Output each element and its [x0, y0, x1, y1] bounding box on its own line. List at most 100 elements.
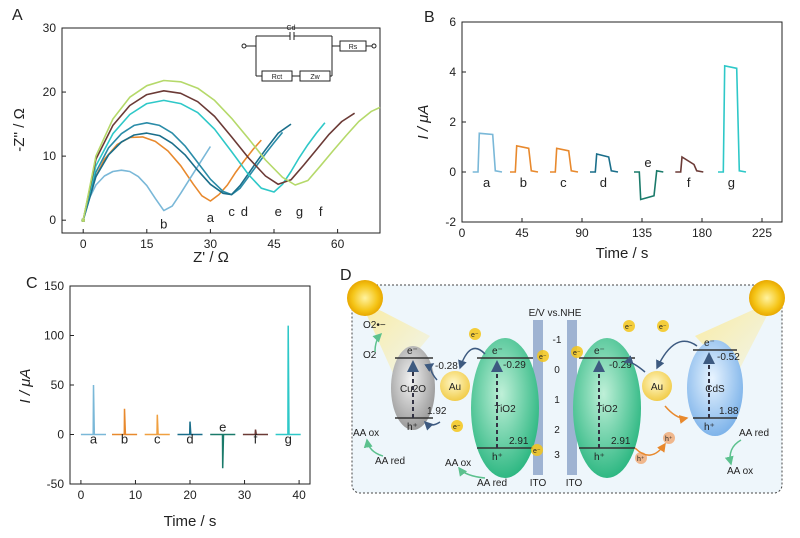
a-ytick-label-2: 20 [43, 85, 57, 99]
tio2-left-cb-value: -0.29 [503, 360, 526, 371]
e-particle-ito-bottom: e⁻ [533, 448, 541, 455]
b-series-e [634, 169, 664, 201]
inset-zw-label: Zw [310, 74, 320, 81]
c-xtick-label-2: 20 [183, 488, 197, 502]
b-ytick-label-3: 4 [449, 65, 456, 79]
b-curve-label-e: e [644, 155, 651, 170]
b-series-b [510, 144, 539, 173]
a-xtick-label-4: 60 [331, 237, 345, 251]
cu2o-vb-value: 1.92 [427, 406, 447, 417]
tio2-right-hole: h⁺ [594, 452, 605, 463]
b-curve-label-g: g [728, 175, 735, 190]
c-curve-label-f: f [254, 431, 258, 446]
c-series-d [177, 421, 203, 436]
tio2-right-cb-value: -0.29 [609, 360, 632, 371]
c-curve-label-a: a [90, 431, 98, 446]
a-curve-label-b: b [160, 217, 167, 232]
panel-b-label: B [424, 9, 435, 26]
c-series-e [210, 433, 236, 469]
aa-ox-left-2: AA ox [445, 458, 471, 469]
c-series-a [80, 384, 106, 436]
a-series-c [82, 122, 284, 221]
c-ytick-label-3: 100 [44, 329, 64, 343]
b-ytick-label-0: -2 [445, 215, 456, 229]
scale-tick-m1: -1 [553, 335, 562, 346]
b-xtick-label-2: 90 [575, 226, 589, 240]
b-xtick-label-3: 135 [632, 226, 652, 240]
a-xtick-label-3: 45 [267, 237, 281, 251]
sun-right-icon [749, 280, 785, 316]
c-series-b [112, 408, 138, 436]
c-xtick-label-0: 0 [78, 488, 85, 502]
au-right-particle [642, 371, 672, 401]
panel-b-ylabel: I / μA [415, 105, 432, 140]
panel-a-xlabel: Z' / Ω [193, 249, 229, 266]
c-xtick-label-4: 40 [292, 488, 306, 502]
a-series-origin-f [81, 218, 85, 222]
b-xtick-label-1: 45 [515, 226, 529, 240]
a-xtick-label-0: 0 [80, 237, 87, 251]
cu2o-cb-value: -0.28 [435, 361, 458, 372]
inset-rct-label: Rct [272, 74, 283, 81]
b-curve-label-c: c [560, 175, 567, 190]
panel-a-frame [61, 27, 381, 234]
panel-a-ylabel: -Z'' / Ω [11, 108, 28, 152]
cds-particle [687, 340, 743, 436]
a-xtick-label-2: 30 [204, 237, 218, 251]
cds-label: CdS [705, 384, 725, 395]
e-particle-left-2: e⁻ [453, 424, 461, 431]
aa-ox-right: AA ox [727, 466, 753, 477]
c-ytick-label-1: 0 [57, 428, 64, 442]
aa-red-left-2: AA red [477, 478, 507, 489]
a-curve-label-f: f [319, 204, 323, 219]
tio2-right-particle [573, 338, 641, 478]
scale-tick-3: 3 [554, 450, 560, 461]
tio2-right-vb-value: 2.91 [611, 436, 631, 447]
c-series-f [242, 429, 268, 436]
b-series-g [718, 64, 747, 173]
a-curve-label-d: d [241, 204, 248, 219]
inset-rs-label: Rs [349, 44, 358, 51]
panel-c-frame [69, 285, 311, 485]
a-series-a [82, 136, 262, 221]
e-particle-right-2: e⁻ [625, 324, 633, 331]
h-particle-right-2: h⁺ [637, 456, 645, 463]
b-xtick-label-0: 0 [459, 226, 466, 240]
a-series-g [82, 90, 356, 221]
b-series-a [472, 132, 503, 173]
a-series-f [82, 79, 381, 221]
c-xtick-label-1: 10 [129, 488, 143, 502]
cds-hole: h⁺ [704, 422, 715, 433]
cds-vb-value: 1.88 [719, 406, 739, 417]
a-series-e [82, 99, 326, 221]
o2-radical-label: O2•− [363, 320, 386, 331]
equivalent-circuit-inset [241, 32, 377, 82]
cu2o-electron: e⁻ [407, 346, 418, 357]
ito-right-label: ITO [566, 478, 583, 489]
a-curve-label-a: a [207, 210, 215, 225]
c-curve-label-g: g [285, 431, 292, 446]
panel-b-xlabel: Time / s [596, 245, 649, 262]
scale-title: E/V vs.NHE [529, 308, 582, 319]
tio2-right-label: TiO2 [596, 404, 618, 415]
a-curve-label-g: g [296, 204, 303, 219]
panel-c-xlabel: Time / s [164, 513, 217, 530]
b-xtick-label-5: 225 [752, 226, 772, 240]
c-series-c [144, 414, 170, 436]
b-ytick-label-4: 6 [449, 15, 456, 29]
e-particle-ito-right: e⁻ [573, 350, 581, 357]
c-xtick-label-3: 30 [238, 488, 252, 502]
b-series-c [550, 147, 579, 173]
b-curve-label-d: d [600, 175, 607, 190]
tio2-left-particle [471, 338, 539, 478]
scale-tick-1: 1 [554, 395, 560, 406]
tio2-left-electron: e⁻ [492, 346, 503, 357]
au-right-label: Au [651, 382, 663, 393]
cds-electron: e⁻ [704, 338, 715, 349]
b-ytick-label-2: 2 [449, 115, 456, 129]
light-beam-right [695, 300, 775, 378]
a-ytick-label-1: 10 [43, 149, 57, 163]
au-left-label: Au [449, 382, 461, 393]
c-curve-label-c: c [154, 431, 161, 446]
